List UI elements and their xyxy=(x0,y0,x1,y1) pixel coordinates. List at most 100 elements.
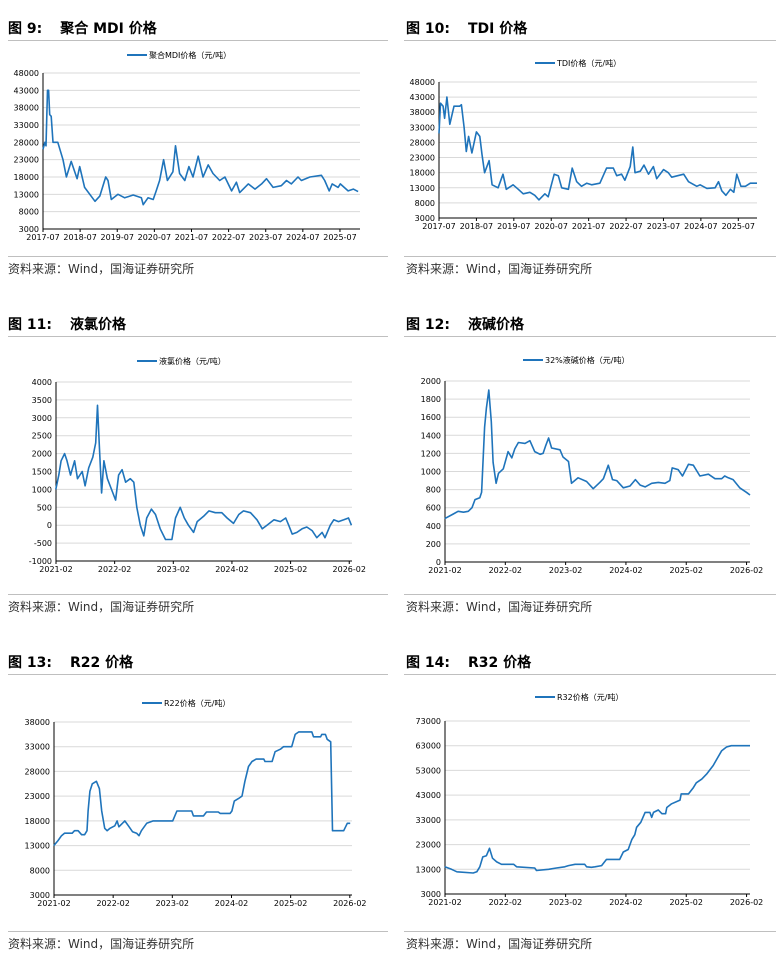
figure-name: TDI 价格 xyxy=(467,21,528,37)
x-tick-label: 2017-07 xyxy=(26,233,59,242)
y-tick-label: 3000 xyxy=(19,225,39,234)
y-tick-label: 4000 xyxy=(32,378,52,387)
y-tick-label: 13000 xyxy=(416,865,441,874)
x-tick-label: 2022-02 xyxy=(489,898,522,907)
figure-10-title: 图 10: TDI 价格 xyxy=(406,18,527,38)
y-tick-label: 33000 xyxy=(25,743,50,752)
y-tick-label: 1800 xyxy=(421,395,441,404)
x-tick-label: 2025-02 xyxy=(670,898,703,907)
divider xyxy=(8,674,388,675)
series-line xyxy=(53,731,351,847)
y-tick-label: 53000 xyxy=(416,766,441,775)
y-tick-label: 2000 xyxy=(421,377,441,386)
x-tick-label: 2025-07 xyxy=(323,233,356,242)
y-tick-label: 0 xyxy=(47,521,52,530)
y-tick-label: 1600 xyxy=(421,413,441,422)
x-tick-label: 2021-02 xyxy=(428,566,461,575)
figure-12-title: 图 12: 液碱价格 xyxy=(406,314,524,334)
figure-number: 图 10: xyxy=(406,21,450,37)
divider xyxy=(404,931,776,932)
x-tick-label: 2023-07 xyxy=(647,222,680,231)
x-tick-label: 2023-07 xyxy=(249,233,282,242)
x-tick-label: 2026-02 xyxy=(333,899,366,908)
y-tick-label: -1000 xyxy=(29,557,52,566)
y-tick-label: 8000 xyxy=(30,866,50,875)
x-tick-label: 2025-07 xyxy=(722,222,755,231)
y-tick-label: 28000 xyxy=(14,138,39,147)
x-tick-label: 2024-07 xyxy=(286,233,319,242)
y-tick-label: 1000 xyxy=(421,468,441,477)
divider xyxy=(404,256,776,257)
x-tick-label: 2024-02 xyxy=(609,898,642,907)
series-line xyxy=(438,96,757,201)
figure-number: 图 14: xyxy=(406,655,450,671)
series-line xyxy=(444,389,751,520)
y-tick-label: 3000 xyxy=(30,891,50,900)
x-tick-label: 2026-02 xyxy=(730,898,763,907)
chart-6: 3000 13000 23000 33000 43000 53000 63000 73000 2… xyxy=(416,692,764,907)
figure-name: R32 价格 xyxy=(467,655,532,671)
x-tick-label: 2025-02 xyxy=(274,899,307,908)
figure-14-title: 图 14: R32 价格 xyxy=(406,652,531,672)
figure-11-source: 资料来源：Wind，国海证券研究所 xyxy=(8,600,195,614)
y-tick-label: 800 xyxy=(426,486,441,495)
divider xyxy=(404,594,776,595)
x-tick-label: 2024-02 xyxy=(609,566,642,575)
divider xyxy=(8,336,388,337)
figure-11-title: 图 11: 液氯价格 xyxy=(8,314,126,334)
figure-10-source: 资料来源：Wind，国海证券研究所 xyxy=(406,262,593,276)
y-tick-label: 0 xyxy=(436,558,441,567)
figure-13-title: 图 13: R22 价格 xyxy=(8,652,133,672)
divider xyxy=(404,40,776,41)
y-tick-label: 23000 xyxy=(14,156,39,165)
figure-number: 图 11: xyxy=(8,317,52,333)
y-tick-label: 13000 xyxy=(25,842,50,851)
x-tick-label: 2021-07 xyxy=(572,222,605,231)
x-tick-label: 2021-02 xyxy=(39,565,72,574)
figure-name: 液氯价格 xyxy=(69,317,126,333)
x-tick-label: 2022-02 xyxy=(489,566,522,575)
chart-3: -1000 -500 0 500 1000 1500 2000 2500 3000 3500 400… xyxy=(29,356,366,574)
x-tick-label: 2024-07 xyxy=(684,222,717,231)
y-tick-label: 8000 xyxy=(415,199,435,208)
figure-name: R22 价格 xyxy=(69,655,134,671)
x-tick-label: 2026-02 xyxy=(730,566,763,575)
x-tick-label: 2020-07 xyxy=(535,222,568,231)
chart-1: 3000 8000 13000 18000 23000 28000 33000 38000 43… xyxy=(14,50,360,242)
y-tick-label: 13000 xyxy=(410,184,435,193)
y-tick-label: 23000 xyxy=(410,154,435,163)
x-tick-label: 2024-02 xyxy=(215,565,248,574)
x-tick-label: 2022-07 xyxy=(609,222,642,231)
divider xyxy=(8,931,388,932)
y-tick-label: 3000 xyxy=(421,890,441,899)
y-tick-label: 43000 xyxy=(14,86,39,95)
y-tick-label: 43000 xyxy=(416,791,441,800)
y-tick-label: 23000 xyxy=(416,841,441,850)
figure-number: 图 13: xyxy=(8,655,52,671)
figure-name: 液碱价格 xyxy=(467,317,524,333)
y-tick-label: 200 xyxy=(426,540,441,549)
x-tick-label: 2026-02 xyxy=(333,565,366,574)
y-tick-label: -500 xyxy=(34,539,52,548)
y-tick-label: 1500 xyxy=(32,468,52,477)
chart-4: 0 200 400 600 800 1000 1200 1400 1600 1800 2000 202… xyxy=(421,355,764,575)
x-tick-label: 2025-02 xyxy=(274,565,307,574)
y-tick-label: 23000 xyxy=(25,792,50,801)
legend-label: R32价格（元/吨） xyxy=(557,692,623,702)
y-tick-label: 33000 xyxy=(416,816,441,825)
y-tick-label: 28000 xyxy=(410,138,435,147)
divider xyxy=(8,256,388,257)
y-tick-label: 63000 xyxy=(416,742,441,751)
y-tick-label: 18000 xyxy=(25,817,50,826)
y-tick-label: 48000 xyxy=(410,78,435,87)
y-tick-label: 600 xyxy=(426,504,441,513)
x-tick-label: 2021-02 xyxy=(37,899,70,908)
y-tick-label: 33000 xyxy=(410,123,435,132)
x-tick-label: 2020-07 xyxy=(138,233,171,242)
divider xyxy=(404,674,776,675)
x-tick-label: 2019-07 xyxy=(497,222,530,231)
y-tick-label: 38000 xyxy=(25,718,50,727)
y-tick-label: 1200 xyxy=(421,449,441,458)
x-tick-label: 2022-02 xyxy=(98,565,131,574)
